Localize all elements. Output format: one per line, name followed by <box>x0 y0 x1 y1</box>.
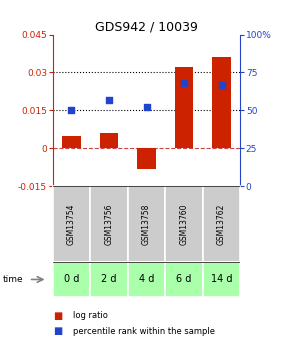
Title: GDS942 / 10039: GDS942 / 10039 <box>95 20 198 33</box>
Text: 6 d: 6 d <box>176 275 192 284</box>
Point <box>219 82 224 87</box>
Bar <box>100 133 118 148</box>
Text: 2 d: 2 d <box>101 275 117 284</box>
Text: time: time <box>3 275 23 284</box>
Bar <box>165 186 203 262</box>
Bar <box>128 262 165 297</box>
Bar <box>137 148 156 169</box>
Point <box>107 97 111 102</box>
Text: GSM13758: GSM13758 <box>142 204 151 245</box>
Text: GSM13754: GSM13754 <box>67 204 76 245</box>
Bar <box>203 262 240 297</box>
Text: GSM13762: GSM13762 <box>217 204 226 245</box>
Text: log ratio: log ratio <box>73 311 108 320</box>
Text: percentile rank within the sample: percentile rank within the sample <box>73 327 215 336</box>
Bar <box>203 186 240 262</box>
Text: 4 d: 4 d <box>139 275 154 284</box>
Text: ■: ■ <box>53 311 62 321</box>
Point <box>69 108 74 113</box>
Bar <box>165 262 203 297</box>
Bar <box>62 136 81 148</box>
Text: 0 d: 0 d <box>64 275 79 284</box>
Bar <box>128 186 165 262</box>
Point <box>144 105 149 110</box>
Bar <box>90 262 128 297</box>
Bar <box>53 262 90 297</box>
Text: GSM13756: GSM13756 <box>105 204 113 245</box>
Text: ■: ■ <box>53 326 62 336</box>
Text: GSM13760: GSM13760 <box>180 204 188 245</box>
Point <box>182 80 186 86</box>
Bar <box>90 186 128 262</box>
Text: 14 d: 14 d <box>211 275 232 284</box>
Bar <box>175 67 193 148</box>
Bar <box>53 186 90 262</box>
Bar <box>212 57 231 148</box>
